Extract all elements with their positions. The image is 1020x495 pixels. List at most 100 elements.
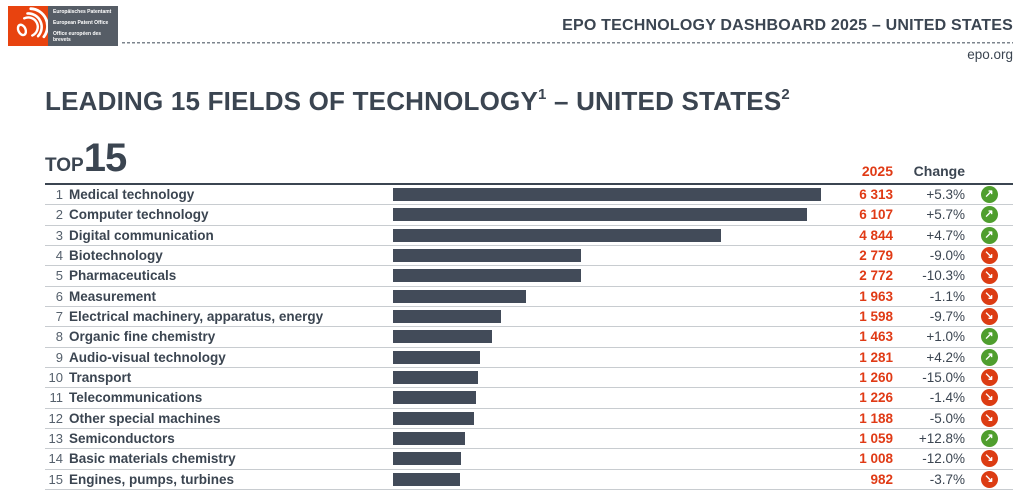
row-bar-cell [393, 432, 843, 446]
trend-down-icon: ↘ [980, 409, 998, 427]
row-trend-cell: ↗ [965, 430, 1013, 448]
value-bar [393, 472, 460, 486]
row-rank: 15 [48, 471, 63, 487]
trend-down-icon: ↘ [980, 470, 998, 488]
logo-org-name-en: European Patent Office [53, 20, 109, 26]
row-rank: 3 [55, 227, 63, 243]
trend-down-icon: ↘ [980, 450, 998, 468]
trend-down-icon: ↘ [980, 369, 998, 387]
row-field-name: Audio-visual technology [69, 349, 226, 365]
row-value-2025: 1 463 [859, 329, 893, 345]
row-rank: 4 [55, 248, 63, 264]
value-bar [393, 350, 480, 364]
column-header-change: Change [913, 163, 965, 179]
value-bar [393, 452, 461, 466]
row-field-name: Medical technology [69, 187, 195, 203]
row-rank: 5 [55, 268, 63, 284]
row-field-name: Other special machines [69, 410, 221, 426]
row-trend-cell: ↘ [965, 247, 1013, 265]
table-row: 10 Transport 1 260 -15.0% ↘ [45, 368, 1013, 389]
value-bar [393, 208, 807, 222]
row-rank: 1 [55, 187, 63, 203]
header-dashed-divider [122, 42, 1013, 44]
row-trend-cell: ↘ [965, 389, 1013, 407]
table-row: 8 Organic fine chemistry 1 463 +1.0% ↗ [45, 327, 1013, 348]
row-value-2025: 6 313 [859, 187, 893, 203]
row-field-name: Pharmaceuticals [69, 268, 177, 284]
value-bar [393, 269, 581, 283]
row-field-name: Computer technology [69, 207, 209, 223]
value-bar [393, 391, 476, 405]
row-value-2025: 2 772 [859, 268, 893, 284]
logo-org-name-de: Europäisches Patentamt [53, 9, 112, 15]
row-value-2025: 6 107 [859, 207, 893, 223]
row-trend-cell: ↗ [965, 186, 1013, 204]
row-field-name: Measurement [69, 288, 157, 304]
trend-up-icon: ↗ [980, 206, 998, 224]
trend-up-icon: ↗ [980, 348, 998, 366]
row-bar-cell [393, 208, 843, 222]
value-bar [393, 371, 478, 385]
row-bar-cell [393, 228, 843, 242]
row-value-2025: 1 281 [859, 349, 893, 365]
row-field-name: Electrical machinery, apparatus, energy [69, 309, 324, 325]
row-change: +5.3% [926, 187, 965, 203]
value-bar [393, 330, 492, 344]
trend-down-icon: ↘ [980, 287, 998, 305]
row-bar-cell [393, 330, 843, 344]
row-change: -9.0% [929, 248, 965, 264]
dashboard-header-title: EPO TECHNOLOGY DASHBOARD 2025 – UNITED S… [562, 17, 1013, 34]
row-trend-cell: ↘ [965, 450, 1013, 468]
epo-logo-text: Europäisches Patentamt European Patent O… [48, 6, 118, 46]
epo-spiral-icon [8, 6, 48, 46]
row-value-2025: 982 [870, 471, 893, 487]
row-bar-cell [393, 391, 843, 405]
row-field-name: Biotechnology [69, 248, 163, 264]
row-field-name: Organic fine chemistry [69, 329, 216, 345]
row-trend-cell: ↗ [965, 206, 1013, 224]
row-trend-cell: ↘ [965, 369, 1013, 387]
row-rank: 10 [48, 370, 63, 386]
table-row: 15 Engines, pumps, turbines 982 -3.7% ↘ [45, 470, 1013, 490]
row-rank: 13 [48, 431, 63, 447]
row-trend-cell: ↘ [965, 409, 1013, 427]
row-value-2025: 1 226 [859, 390, 893, 406]
page-title: LEADING 15 FIELDS OF TECHNOLOGY1 – UNITE… [45, 86, 790, 117]
row-field-name: Semiconductors [69, 431, 175, 447]
row-value-2025: 1 008 [859, 451, 893, 467]
trend-up-icon: ↗ [980, 328, 998, 346]
page-title-region: UNITED STATES [576, 86, 782, 116]
table-row: 9 Audio-visual technology 1 281 +4.2% ↗ [45, 348, 1013, 368]
value-bar [393, 289, 526, 303]
table-row: 11 Telecommunications 1 226 -1.4% ↘ [45, 388, 1013, 409]
row-change: -12.0% [922, 451, 965, 467]
row-trend-cell: ↘ [965, 308, 1013, 326]
column-header-2025: 2025 [861, 163, 893, 179]
table-row: 14 Basic materials chemistry 1 008 -12.0% ↘ [45, 449, 1013, 470]
trend-up-icon: ↗ [980, 186, 998, 204]
row-rank: 14 [48, 451, 63, 467]
trend-down-icon: ↘ [980, 267, 998, 285]
value-bar [393, 432, 465, 446]
table-row: 5 Pharmaceuticals 2 772 -10.3% ↘ [45, 266, 1013, 287]
trend-down-icon: ↘ [980, 247, 998, 265]
epo-spiral-svg [16, 7, 48, 39]
row-field-name: Digital communication [69, 227, 214, 243]
row-change: -1.4% [929, 390, 965, 406]
row-trend-cell: ↗ [965, 348, 1013, 366]
row-trend-cell: ↘ [965, 267, 1013, 285]
row-rank: 11 [49, 390, 64, 406]
table-row: 3 Digital communication 4 844 +4.7% ↗ [45, 226, 1013, 246]
row-change: -9.7% [929, 309, 965, 325]
row-bar-cell [393, 289, 843, 303]
row-bar-cell [393, 188, 843, 202]
table-row: 2 Computer technology 6 107 +5.7% ↗ [45, 205, 1013, 226]
row-trend-cell: ↗ [965, 328, 1013, 346]
row-change: +1.0% [926, 329, 965, 345]
epo-org-link[interactable]: epo.org [967, 47, 1013, 62]
trend-up-icon: ↗ [980, 430, 998, 448]
row-change: -1.1% [929, 288, 965, 304]
technology-ranking-table: 2025 Change 1 Medical technology 6 313 +5.3… [45, 158, 1013, 490]
row-change: -10.3% [922, 268, 965, 284]
